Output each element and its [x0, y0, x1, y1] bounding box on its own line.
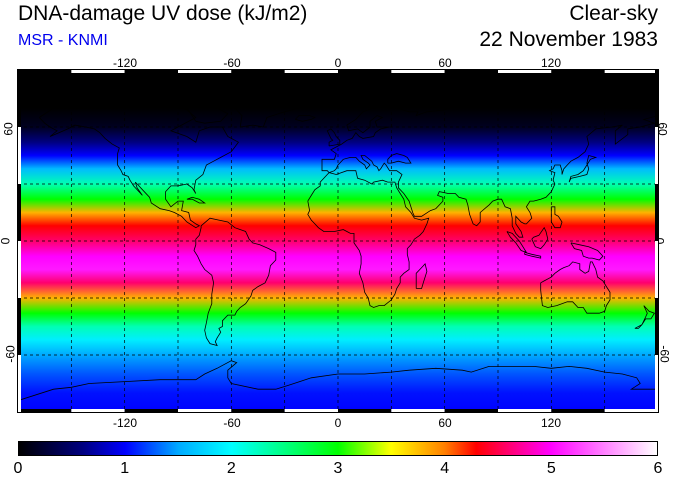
uv-dose-map — [17, 69, 659, 413]
frame-segment-bottom — [604, 409, 658, 412]
frame-segment-left — [18, 298, 21, 355]
frame-segment-left — [18, 70, 21, 127]
lon-tick-bottom: -60 — [223, 416, 241, 430]
lat-tick-left: 0 — [0, 238, 12, 245]
frame-segment-top — [391, 70, 445, 73]
frame-segment-left — [18, 127, 21, 184]
lon-tick-top: 120 — [540, 56, 562, 70]
lon-tick-bottom: -120 — [112, 416, 138, 430]
lon-tick-bottom: 60 — [438, 416, 452, 430]
colorbar-label: 4 — [440, 460, 450, 477]
frame-segment-bottom — [71, 409, 125, 412]
frame-segment-top — [338, 70, 392, 73]
map-frame — [18, 70, 658, 412]
lon-tick-bottom: 120 — [540, 416, 562, 430]
frame-segment-top — [444, 70, 498, 73]
frame-segment-right — [655, 298, 658, 355]
frame-segment-top — [18, 70, 72, 73]
colorbar-label: 1 — [120, 460, 130, 477]
source-label: MSR - KNMI — [18, 32, 108, 49]
frame-segment-right — [655, 241, 658, 298]
coastline-greenland — [216, 88, 303, 128]
frame-segment-right — [655, 355, 658, 412]
coastline-iceland — [295, 115, 316, 122]
sky-condition: Clear-sky — [569, 2, 658, 25]
frame-segment-bottom — [18, 409, 72, 412]
colorbar-label: 3 — [333, 460, 343, 477]
frame-segment-bottom — [178, 409, 232, 412]
frame-segment-top — [551, 70, 605, 73]
frame-segment-bottom — [498, 409, 552, 412]
coastline-arabian-gulf-and-black-sea — [387, 153, 412, 164]
colorbar-label: 6 — [653, 460, 663, 477]
lon-tick-top: 60 — [438, 56, 452, 70]
coastline-cuba — [186, 196, 206, 204]
coastline-britain — [326, 128, 341, 147]
coastline-new-zealand — [634, 305, 655, 329]
frame-segment-top — [284, 70, 338, 73]
lon-tick-top: -60 — [223, 56, 241, 70]
coastline-north-america — [39, 103, 239, 229]
colorbar-label: 5 — [546, 460, 556, 477]
frame-segment-left — [18, 184, 21, 241]
frame-segment-right — [655, 127, 658, 184]
coastline-madagascar — [415, 262, 428, 289]
coastline-borneo — [531, 226, 549, 250]
frame-segment-bottom — [444, 409, 498, 412]
graticule — [18, 70, 658, 412]
map-date: 22 November 1983 — [479, 28, 658, 51]
coastline-baffin — [186, 103, 229, 124]
frame-segment-bottom — [231, 409, 285, 412]
coastline-antarctica — [18, 360, 658, 412]
lat-tick-left: -60 — [3, 345, 18, 363]
coastline-south-america — [193, 217, 277, 347]
coastline-eurasia — [321, 94, 658, 238]
coastline-australia — [540, 261, 611, 314]
frame-segment-right — [655, 70, 658, 127]
frame-segment-bottom — [551, 409, 605, 412]
frame-segment-top — [604, 70, 658, 73]
coastline-japan — [568, 155, 598, 183]
frame-segment-top — [71, 70, 125, 73]
frame-segment-top — [498, 70, 552, 73]
colorbar-label: 2 — [226, 460, 236, 477]
map-canvas — [18, 70, 658, 412]
coastline-new-guinea — [570, 242, 604, 261]
frame-segment-bottom — [338, 409, 392, 412]
frame-segment-top — [178, 70, 232, 73]
coastlines — [18, 88, 658, 412]
lon-tick-top: -120 — [112, 56, 138, 70]
map-title: DNA-damage UV dose (kJ/m2) — [18, 2, 308, 25]
coastline-java — [524, 252, 542, 259]
lon-tick-bottom: 0 — [334, 416, 342, 430]
lat-tick-left: 60 — [1, 122, 16, 136]
colorbar-label: 0 — [13, 460, 23, 477]
frame-segment-left — [18, 355, 21, 412]
coastline-sumatra — [506, 231, 528, 254]
lat-tick-right: -60 — [657, 345, 672, 363]
lon-tick-top: 0 — [334, 56, 342, 70]
frame-segment-top — [124, 70, 178, 73]
frame-segment-bottom — [391, 409, 445, 412]
frame-segment-bottom — [124, 409, 178, 412]
colorbar — [18, 441, 658, 456]
frame-segment-right — [655, 184, 658, 241]
frame-segment-bottom — [284, 409, 338, 412]
coastline-africa — [307, 170, 430, 308]
frame-segment-left — [18, 241, 21, 298]
coastline-philippines — [550, 206, 563, 229]
frame-segment-top — [231, 70, 285, 73]
